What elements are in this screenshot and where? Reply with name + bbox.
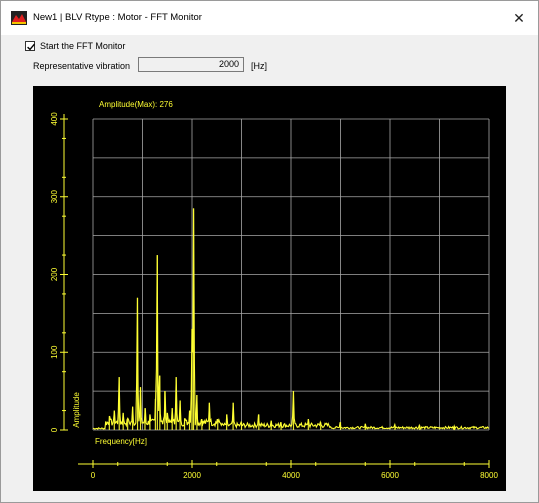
- x-tick-label: 4000: [282, 471, 300, 480]
- x-tick-label: 6000: [381, 471, 399, 480]
- app-icon: [11, 11, 27, 25]
- y-tick-label: 100: [50, 345, 59, 359]
- x-tick-label: 2000: [183, 471, 201, 480]
- y-tick-label: 200: [50, 267, 59, 281]
- fft-spectrum-trace: [92, 208, 490, 431]
- checkbox-box[interactable]: [25, 41, 35, 51]
- rep-vibration-label: Representative vibration: [33, 61, 131, 71]
- window-title: New1 | BLV Rtype : Motor - FFT Monitor: [33, 12, 202, 23]
- start-fft-monitor-checkbox[interactable]: Start the FFT Monitor: [25, 39, 125, 53]
- start-fft-monitor-label: Start the FFT Monitor: [40, 41, 126, 51]
- y-tick-label: 0: [50, 427, 59, 432]
- x-tick-label: 8000: [480, 471, 498, 480]
- amplitude-max-label: Amplitude(Max): 276: [99, 100, 173, 109]
- checkmark-icon: [27, 43, 35, 51]
- x-tick-label: 0: [91, 471, 96, 480]
- title-bar[interactable]: New1 | BLV Rtype : Motor - FFT Monitor ✕: [1, 1, 538, 35]
- fft-plot-area: 0 100 200 300 400 0 2000 4000 6000 8000 Amplitude(…: [33, 86, 506, 491]
- close-icon[interactable]: ✕: [513, 10, 525, 26]
- rep-vibration-unit: [Hz]: [251, 61, 268, 71]
- y-tick-label: 400: [50, 112, 59, 126]
- y-tick-label: 300: [50, 190, 59, 204]
- rep-vibration-field: 2000: [138, 57, 244, 72]
- y-axis-title: Amplitude: [72, 392, 81, 428]
- x-axis-title: Frequency[Hz]: [95, 437, 147, 446]
